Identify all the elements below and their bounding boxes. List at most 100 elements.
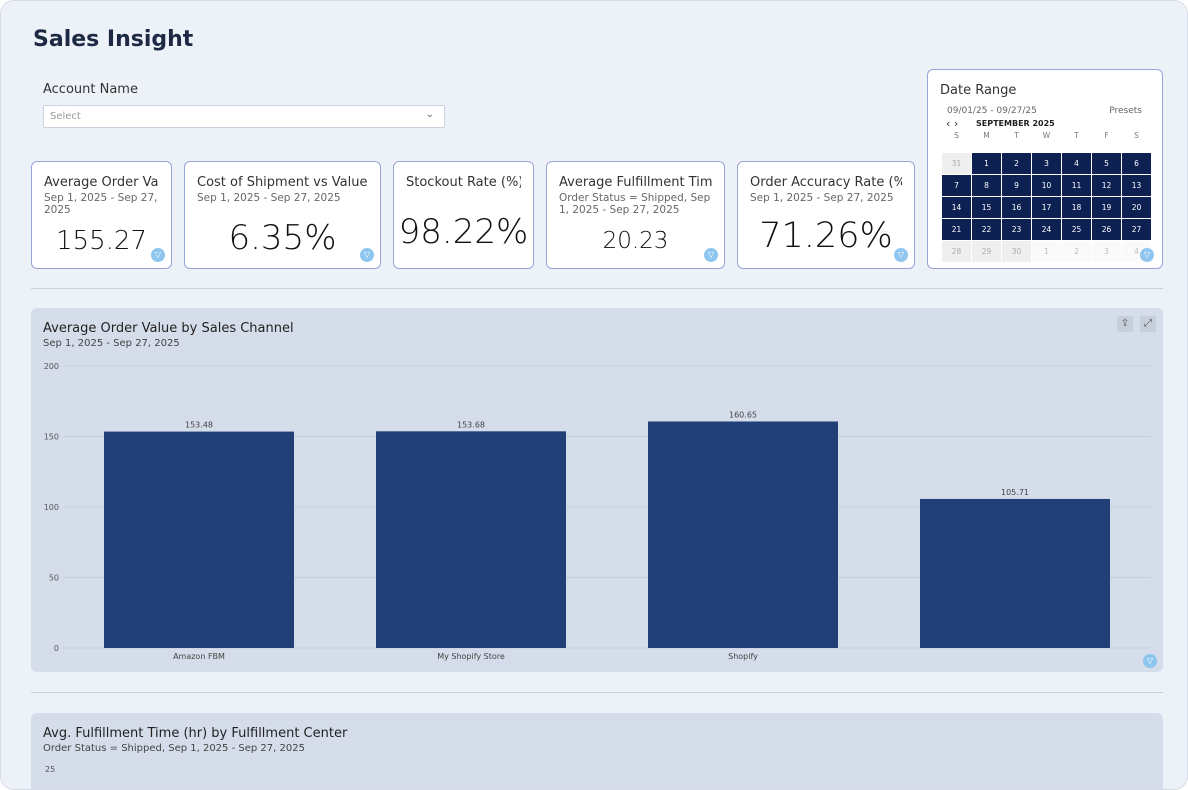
calendar-day[interactable]: 2	[1062, 241, 1091, 262]
filter-icon[interactable]: ▽	[894, 248, 908, 262]
calendar-month: SEPTEMBER 2025	[976, 119, 1055, 128]
calendar-day[interactable]: 4	[1062, 153, 1091, 174]
date-range-title: Date Range	[940, 83, 1017, 98]
weekday-label: S	[1134, 131, 1139, 140]
calendar-day[interactable]: 14	[942, 197, 971, 218]
kpi-value: 98.22%	[398, 212, 529, 252]
kpi-title: Stockout Rate (%)	[406, 175, 521, 190]
calendar-day[interactable]: 25	[1062, 219, 1091, 240]
kpi-cost-of-shipment: Cost of Shipment vs Value of Or Sep 1, 2…	[184, 161, 381, 269]
calendar-grid: S M T W T F S 31 1 2 3 4 5 6 7 8 9 10 11 12 13 14 15 16 17 18 19 20…	[942, 131, 1151, 262]
kpi-value: 20.23	[602, 228, 669, 254]
chart-subtitle: Order Status = Shipped, Sep 1, 2025 - Se…	[43, 743, 305, 754]
kpi-subtitle: Sep 1, 2025 - Sep 27, 2025	[44, 192, 158, 216]
weekday-label: T	[1014, 131, 1019, 140]
calendar-day[interactable]: 17	[1032, 197, 1061, 218]
y-tick-label: 150	[44, 433, 59, 442]
kpi-subtitle: Sep 1, 2025 - Sep 27, 2025	[197, 192, 341, 204]
kpi-value: 71.26%	[759, 216, 893, 256]
kpi-stockout-rate: Stockout Rate (%) 98.22%	[393, 161, 534, 269]
bar	[648, 421, 838, 648]
calendar-day[interactable]: 23	[1002, 219, 1031, 240]
presets-button[interactable]: Presets	[1109, 106, 1142, 116]
x-tick-label: My Shopify Store	[437, 652, 505, 661]
calendar-day[interactable]: 20	[1122, 197, 1151, 218]
y-tick-label: 200	[44, 362, 59, 371]
share-icon[interactable]: ⇪	[1117, 316, 1133, 332]
y-tick-label: 0	[54, 644, 59, 653]
kpi-average-fulfillment-time: Average Fulfillment Time (hr Order Statu…	[546, 161, 725, 269]
calendar-day[interactable]: 27	[1122, 219, 1151, 240]
date-range-value[interactable]: 09/01/25 - 09/27/25	[947, 106, 1037, 116]
chart-subtitle: Sep 1, 2025 - Sep 27, 2025	[43, 338, 180, 349]
y-tick: 25	[45, 765, 56, 774]
filter-icon[interactable]: ▽	[360, 248, 374, 262]
bar-value-label: 105.71	[1001, 488, 1029, 497]
bar	[376, 431, 566, 648]
x-tick-label: Shopify	[728, 652, 758, 661]
calendar-day[interactable]: 21	[942, 219, 971, 240]
calendar-day[interactable]: 2	[1002, 153, 1031, 174]
bar	[104, 431, 294, 648]
kpi-title: Average Order Value	[44, 175, 159, 190]
kpi-subtitle: Sep 1, 2025 - Sep 27, 2025	[750, 192, 894, 204]
calendar-day[interactable]: 13	[1122, 175, 1151, 196]
calendar-day[interactable]: 29	[972, 241, 1001, 262]
chevron-left-icon[interactable]: ‹	[946, 117, 951, 130]
weekday-label: F	[1104, 131, 1109, 140]
calendar-day[interactable]: 9	[1002, 175, 1031, 196]
chart-panel-fulfillment-center: Avg. Fulfillment Time (hr) by Fulfillmen…	[31, 713, 1163, 789]
calendar-day[interactable]: 7	[942, 175, 971, 196]
calendar-day[interactable]: 18	[1062, 197, 1091, 218]
calendar-day[interactable]: 16	[1002, 197, 1031, 218]
calendar-day[interactable]: 30	[1002, 241, 1031, 262]
bar-chart: 0 50 100 150 200 153.48 Amazon FBM 153.68 My Sho…	[44, 362, 1151, 661]
chart-title: Avg. Fulfillment Time (hr) by Fulfillmen…	[43, 726, 348, 741]
filter-icon[interactable]: ▽	[704, 248, 718, 262]
calendar-day[interactable]: 12	[1092, 175, 1121, 196]
chart-panel-sales-channel: Average Order Value by Sales Channel Sep…	[31, 308, 1163, 672]
calendar-day[interactable]: 3	[1032, 153, 1061, 174]
calendar-day[interactable]: 5	[1092, 153, 1121, 174]
calendar-day[interactable]: 19	[1092, 197, 1121, 218]
calendar-day[interactable]: 1	[1032, 241, 1061, 262]
calendar-day[interactable]: 24	[1032, 219, 1061, 240]
kpi-title: Order Accuracy Rate (%)	[750, 175, 902, 190]
calendar-day[interactable]: 3	[1092, 241, 1121, 262]
y-tick-label: 50	[49, 574, 59, 583]
kpi-value: 155.27	[56, 226, 147, 256]
calendar-day[interactable]: 11	[1062, 175, 1091, 196]
chart-title: Average Order Value by Sales Channel	[43, 321, 294, 336]
select-placeholder: Select	[50, 111, 81, 122]
account-name-label: Account Name	[43, 82, 138, 97]
calendar-day[interactable]: 1	[972, 153, 1001, 174]
calendar-day[interactable]: 8	[972, 175, 1001, 196]
bar	[920, 498, 1110, 648]
weekday-label: M	[983, 131, 990, 140]
calendar-day[interactable]: 6	[1122, 153, 1151, 174]
x-tick-label: Amazon FBM	[173, 652, 225, 661]
calendar-day[interactable]: 10	[1032, 175, 1061, 196]
calendar-day[interactable]: 22	[972, 219, 1001, 240]
chevron-down-icon: ⌄	[425, 109, 434, 120]
calendar-day[interactable]: 15	[972, 197, 1001, 218]
kpi-title: Average Fulfillment Time (hr	[559, 175, 712, 190]
calendar-day[interactable]: 28	[942, 241, 971, 262]
weekday-label: S	[954, 131, 959, 140]
kpi-average-order-value: Average Order Value Sep 1, 2025 - Sep 27…	[31, 161, 172, 269]
calendar-day[interactable]: 31	[942, 153, 971, 174]
filter-icon[interactable]: ▽	[1140, 248, 1154, 262]
filter-icon[interactable]: ▽	[151, 248, 165, 262]
divider	[31, 288, 1163, 289]
page-title: Sales Insight	[33, 27, 194, 52]
bar-value-label: 160.65	[729, 410, 757, 419]
calendar-day[interactable]: 26	[1092, 219, 1121, 240]
kpi-value: 6.35%	[228, 218, 337, 258]
bar-value-label: 153.48	[185, 421, 213, 430]
filter-icon[interactable]: ▽	[1143, 654, 1157, 668]
chevron-right-icon[interactable]: ›	[953, 117, 959, 130]
account-name-select[interactable]: Select ⌄	[43, 105, 445, 128]
date-range-card: Date Range 09/01/25 - 09/27/25 Presets ‹…	[927, 69, 1163, 269]
expand-icon[interactable]: ⤢	[1140, 316, 1156, 332]
kpi-subtitle: Order Status = Shipped, Sep 1, 2025 - Se…	[559, 192, 711, 216]
